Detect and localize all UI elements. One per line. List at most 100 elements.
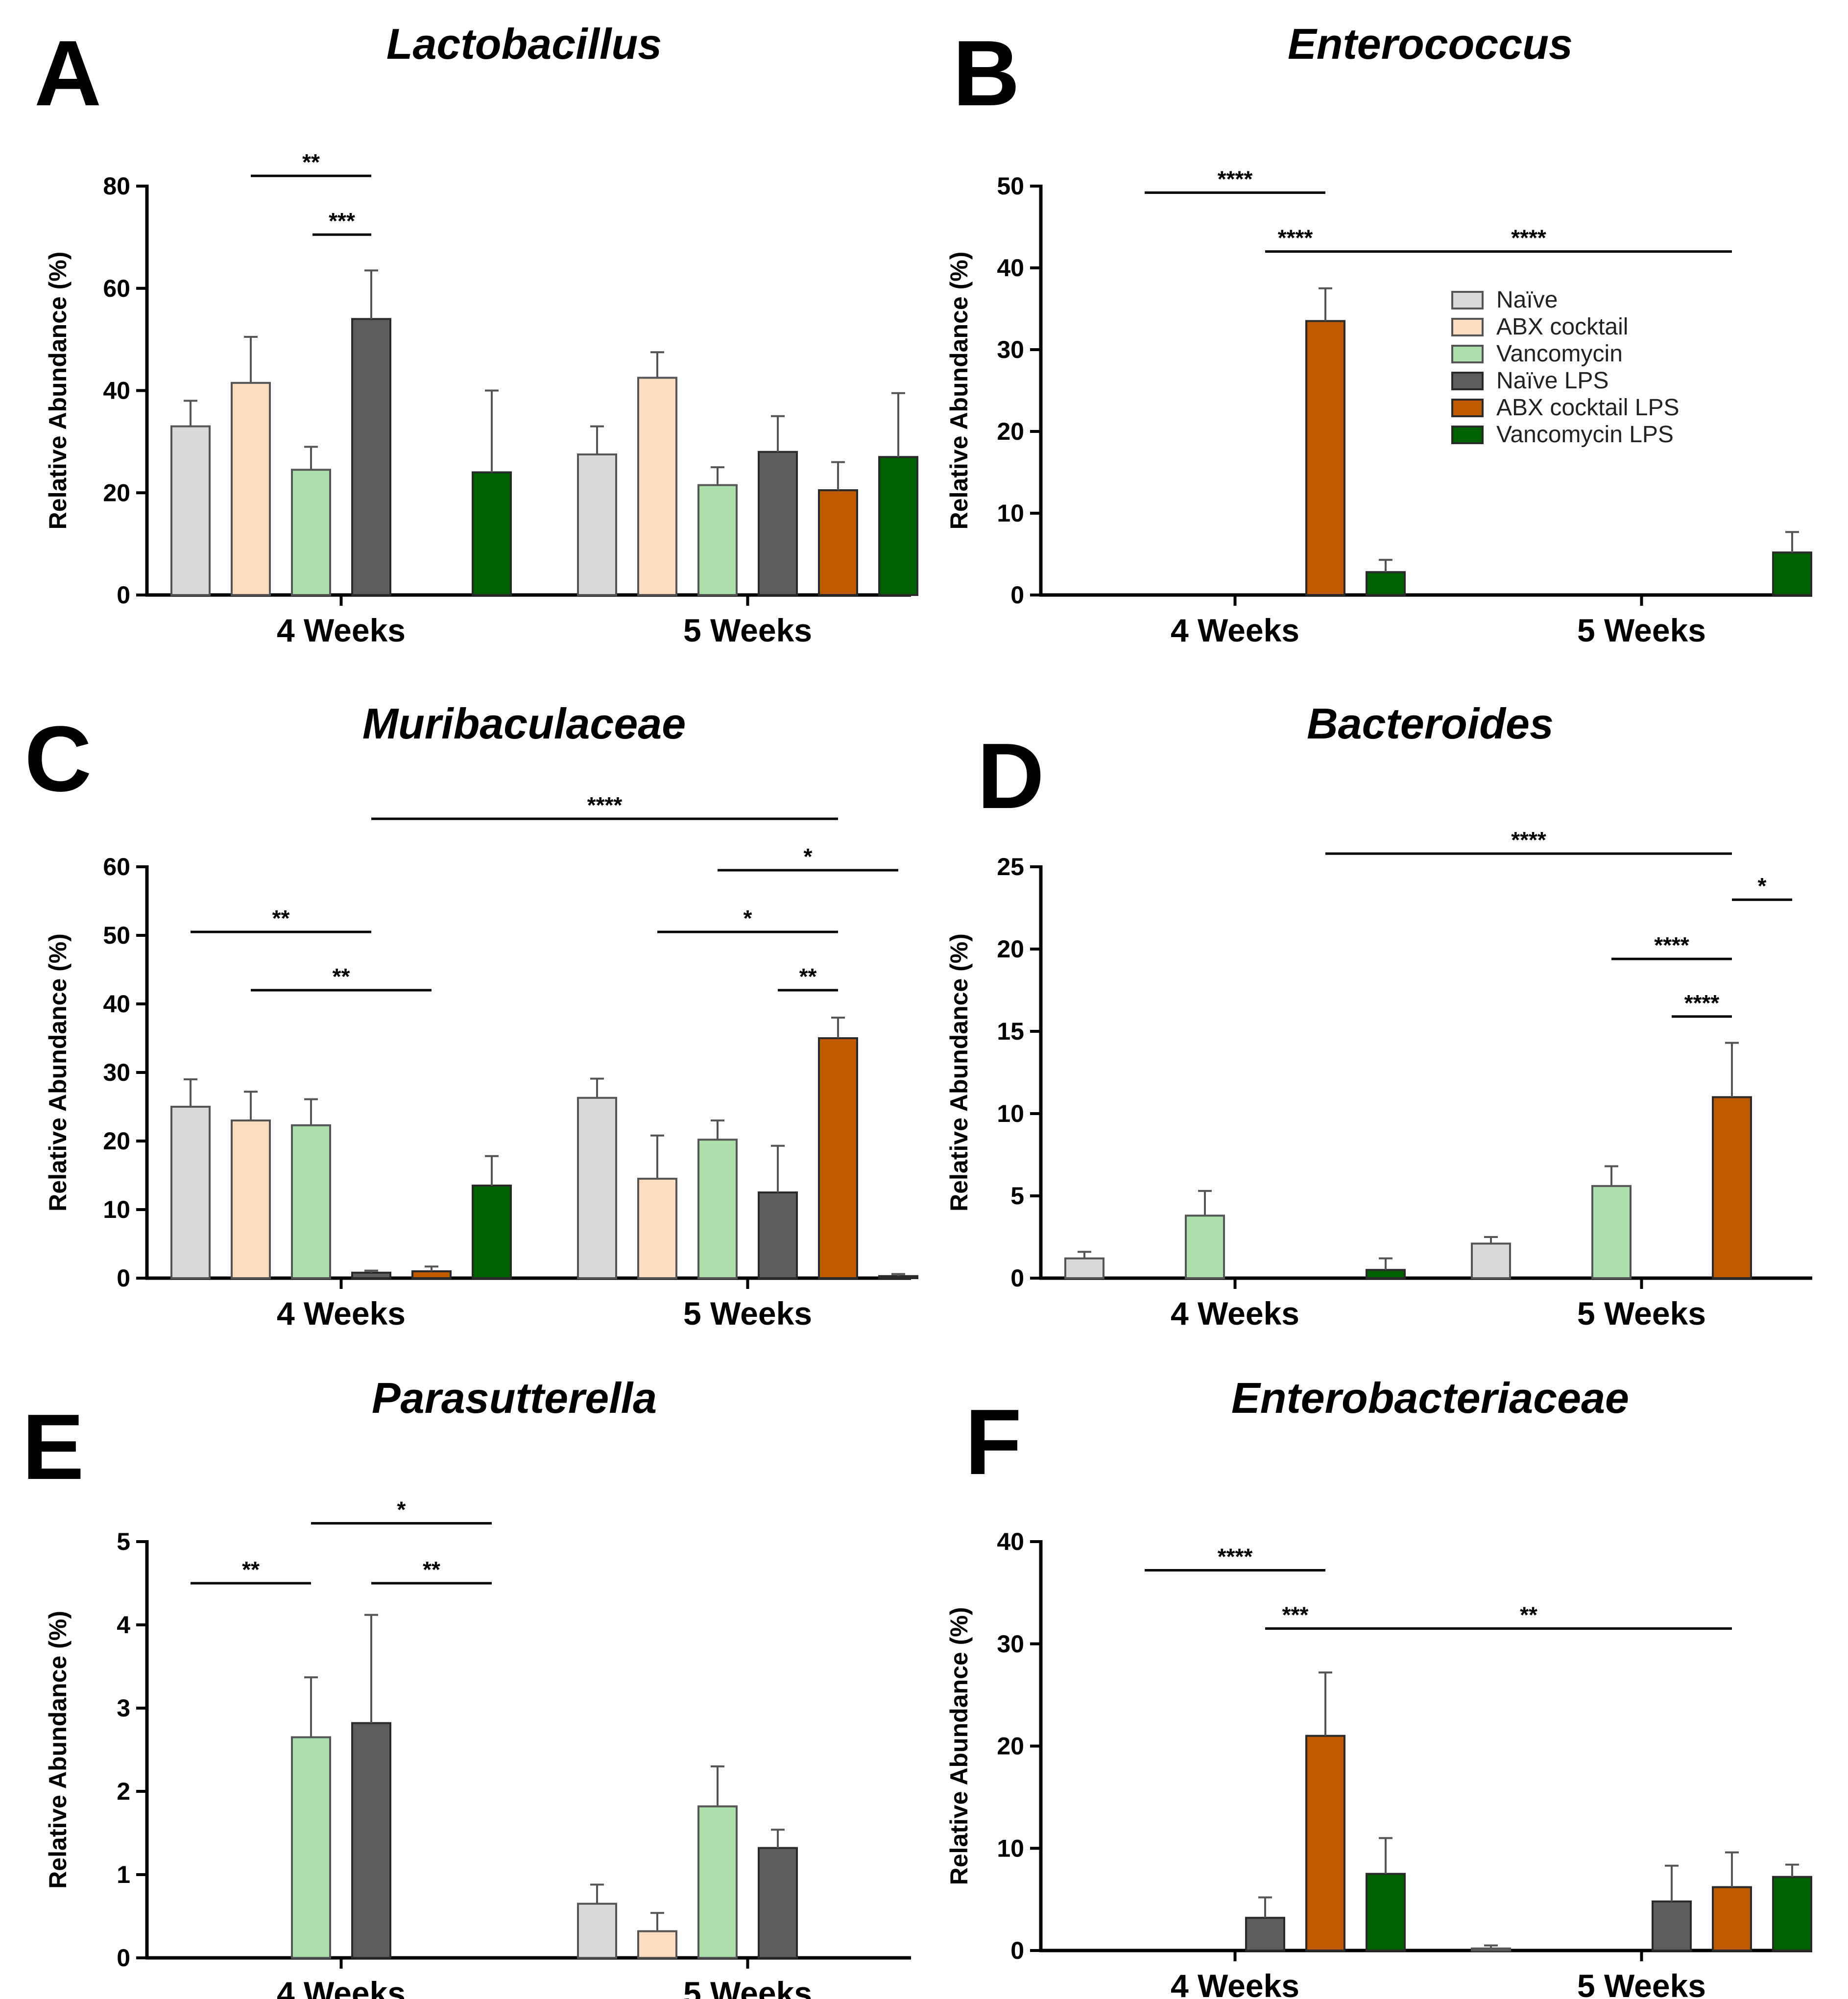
y-tick-label: 40 [103, 990, 130, 1018]
panel-letter: A [34, 22, 101, 125]
panel-letter: B [953, 22, 1020, 125]
panel-title: Enterococcus [1288, 20, 1573, 68]
bar [351, 1722, 391, 1959]
bar [231, 1119, 271, 1279]
significance-label: **** [1511, 225, 1546, 251]
bar [472, 1185, 512, 1279]
panel-letter: D [977, 724, 1044, 828]
bar [577, 1096, 617, 1280]
panel-title: Lactobacillus [386, 20, 662, 68]
bar [1471, 1947, 1511, 1951]
y-tick-label: 0 [1010, 1264, 1024, 1292]
y-tick-label: 80 [103, 172, 130, 200]
y-tick-label: 0 [117, 1264, 130, 1292]
legend-label: ABX cocktail [1496, 314, 1628, 340]
panel-title: Parasutterella [372, 1374, 657, 1422]
x-tick-label: 5 Weeks [1577, 1968, 1706, 1999]
panel-letter: F [965, 1390, 1022, 1494]
y-tick-label: 20 [997, 418, 1024, 445]
y-tick-label: 10 [997, 1100, 1024, 1127]
panel-f: F Enterobacteriaceae 0 10 20 30 40 Relative Abu… [945, 1374, 1812, 1999]
y-tick-label: 15 [997, 1018, 1024, 1045]
panel-c: C Muribaculaceae 0 10 20 30 40 50 60 Relative Abu… [24, 699, 918, 1332]
y-tick-label: 0 [117, 581, 130, 609]
bar [170, 425, 211, 596]
bar [878, 1275, 918, 1280]
y-tick-label: 4 [117, 1611, 130, 1639]
significance-label: ** [272, 905, 290, 931]
legend-swatch [1451, 345, 1484, 363]
significance-label: **** [1218, 166, 1253, 191]
significance-label: * [804, 844, 813, 869]
bar [697, 484, 738, 596]
y-tick-label: 20 [103, 479, 130, 506]
bar [577, 1903, 617, 1959]
bar [170, 1106, 211, 1279]
x-tick-label: 4 Weeks [1171, 1295, 1299, 1332]
bar [1772, 1876, 1812, 1951]
y-tick-label: 20 [103, 1127, 130, 1155]
significance-label: ** [799, 964, 817, 989]
bar [1712, 1096, 1752, 1279]
y-tick-label: 5 [117, 1528, 130, 1555]
x-tick-label: 5 Weeks [1577, 1295, 1706, 1332]
panel-d: D Bacteroides 0 5 10 15 20 25 Relative Abundance… [945, 699, 1812, 1332]
bar [1366, 1269, 1406, 1279]
x-tick-label: 4 Weeks [277, 612, 406, 648]
bar [1366, 571, 1406, 596]
y-tick-label: 30 [103, 1059, 130, 1086]
x-tick-label: 4 Weeks [277, 1975, 406, 1999]
bar [1591, 1185, 1632, 1280]
y-axis-label: Relative Abundance (%) [945, 933, 973, 1212]
significance-label: ** [333, 964, 350, 989]
bar [1652, 1900, 1692, 1952]
significance-label: *** [329, 208, 355, 234]
bar [1471, 1242, 1511, 1279]
y-tick-label: 60 [103, 275, 130, 302]
significance-label: ** [423, 1557, 440, 1582]
y-tick-label: 40 [103, 377, 130, 405]
legend-label: Vancomycin [1496, 341, 1623, 367]
x-tick-label: 4 Weeks [1171, 612, 1299, 648]
y-tick-label: 30 [997, 336, 1024, 363]
bar [1185, 1214, 1225, 1280]
bar [1712, 1886, 1752, 1951]
y-tick-label: 40 [997, 1528, 1024, 1555]
y-tick-label: 20 [997, 935, 1024, 963]
bar [637, 1178, 677, 1279]
significance-label: *** [1282, 1602, 1309, 1627]
significance-label: **** [1278, 225, 1313, 251]
bar [1366, 1873, 1406, 1951]
panel-letter: C [24, 707, 92, 811]
bar [411, 1270, 452, 1279]
y-tick-label: 3 [117, 1694, 130, 1722]
significance-label: **** [1218, 1544, 1253, 1569]
y-tick-label: 10 [997, 500, 1024, 527]
bar [1305, 1735, 1345, 1951]
y-tick-label: 30 [997, 1630, 1024, 1658]
significance-label: **** [1511, 827, 1546, 853]
bar [291, 1124, 331, 1280]
panel-a: A Lactobacillus 0 20 40 60 80 Relative Abundanc… [34, 20, 918, 648]
legend-label: Vancomycin LPS [1496, 422, 1674, 448]
bar [697, 1139, 738, 1279]
y-tick-label: 50 [997, 172, 1024, 200]
legend-label: Naïve LPS [1496, 368, 1608, 394]
y-tick-label: 10 [997, 1834, 1024, 1862]
legend-swatch [1451, 318, 1484, 336]
x-tick-label: 4 Weeks [1171, 1968, 1299, 1999]
significance-label: ** [1520, 1602, 1537, 1627]
bar [577, 453, 617, 596]
bar [472, 471, 512, 596]
y-tick-label: 0 [117, 1944, 130, 1972]
y-axis-label: Relative Abundance (%) [945, 1607, 973, 1885]
panel-e: E Parasutterella 0 1 2 3 4 5 Relative Abundance … [22, 1374, 911, 1999]
y-tick-label: 1 [117, 1861, 130, 1888]
y-tick-label: 10 [103, 1196, 130, 1223]
bar [818, 489, 858, 596]
y-axis-label: Relative Abundance (%) [44, 252, 72, 530]
bar [758, 1847, 798, 1959]
x-tick-label: 5 Weeks [683, 1295, 812, 1332]
